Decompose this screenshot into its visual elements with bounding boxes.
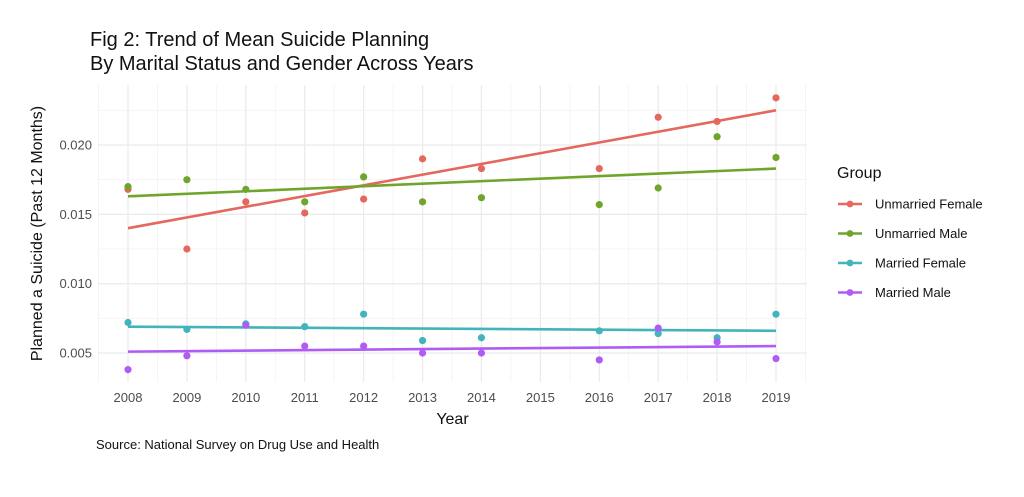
data-point-unmarried-male [595, 201, 603, 209]
trend-line-unmarried-male [127, 167, 777, 198]
data-point-married-female [772, 310, 780, 318]
x-tick-label: 2015 [526, 390, 555, 405]
y-axis-title: Planned a Suicide (Past 12 Months) [29, 106, 46, 361]
legend-label: Unmarried Female [875, 197, 983, 212]
legend-key-point [846, 289, 854, 296]
data-point-unmarried-male [654, 184, 662, 192]
x-tick-label: 2016 [585, 390, 614, 405]
data-point-unmarried-male [477, 194, 486, 202]
data-point-married-male [301, 342, 309, 350]
legend-label: Married Male [875, 285, 951, 300]
data-point-married-male [183, 352, 191, 360]
x-tick-label: 2014 [467, 390, 496, 405]
x-tick-label: 2013 [408, 390, 437, 405]
data-point-unmarried-female [301, 209, 309, 217]
x-axis-ticks: 2008 2009 2010 2011 2012 2013 2014 2015 2016 2017… [114, 390, 791, 405]
data-point-married-female [301, 323, 309, 331]
legend-item-married-male: Married Male [838, 285, 951, 300]
x-tick-label: 2011 [291, 390, 319, 405]
trend-lines [127, 109, 777, 353]
data-point-married-male [477, 349, 486, 357]
x-tick-label: 2012 [349, 390, 378, 405]
x-tick-label: 2009 [172, 390, 201, 405]
x-tick-label: 2019 [762, 390, 791, 405]
data-point-unmarried-male [301, 198, 309, 206]
y-tick-label: 0.020 [59, 138, 92, 153]
data-point-unmarried-male [418, 198, 427, 206]
y-tick-label: 0.015 [59, 207, 92, 222]
data-point-married-male [772, 354, 780, 363]
data-point-unmarried-female [360, 195, 368, 203]
legend-label: Unmarried Male [875, 226, 967, 241]
legend-key-point [846, 230, 854, 237]
data-point-married-female [418, 336, 427, 345]
data-point-unmarried-female [772, 94, 780, 102]
legend-item-unmarried-female: Unmarried Female [838, 197, 983, 212]
y-tick-label: 0.005 [59, 346, 92, 361]
x-tick-label: 2017 [644, 390, 673, 405]
data-point-married-male [360, 342, 368, 350]
data-point-married-male [595, 356, 603, 364]
data-point-unmarried-male [772, 153, 780, 162]
data-point-unmarried-male [360, 173, 368, 181]
data-point-unmarried-male [713, 133, 721, 141]
data-point-unmarried-male [183, 176, 191, 184]
legend-item-married-female: Married Female [838, 256, 966, 271]
legend-key-point [846, 259, 854, 267]
data-point-married-male [242, 321, 250, 329]
data-point-married-female [477, 334, 486, 342]
chart-title-line-1: Fig 2: Trend of Mean Suicide Planning [90, 29, 430, 51]
source-caption: Source: National Survey on Drug Use and … [96, 437, 380, 452]
data-point-married-female [595, 327, 603, 335]
data-point-married-female [654, 329, 662, 338]
data-point-unmarried-female [654, 113, 662, 121]
data-point-married-male [418, 349, 427, 357]
data-point-unmarried-female [183, 245, 191, 253]
chart-title-line-2: By Marital Status and Gender Across Year… [90, 53, 474, 75]
y-tick-label: 0.010 [59, 276, 92, 291]
x-axis-title: Year [436, 411, 469, 428]
grid [98, 85, 807, 382]
data-points [124, 94, 780, 374]
data-point-unmarried-female [477, 164, 486, 173]
data-point-married-female [124, 318, 132, 327]
data-point-unmarried-female [418, 155, 427, 163]
data-point-unmarried-female [242, 198, 250, 206]
data-point-unmarried-female [595, 164, 603, 173]
x-tick-label: 2008 [114, 390, 143, 405]
legend-key-point [846, 200, 854, 208]
x-tick-label: 2018 [703, 390, 732, 405]
y-axis-ticks: 0.005 0.010 0.015 0.020 [59, 138, 92, 361]
legend: Group Unmarried Female Unmarried Male Marr… [837, 165, 983, 300]
data-point-unmarried-male [124, 183, 132, 191]
data-point-unmarried-male [242, 185, 250, 193]
data-point-unmarried-female [713, 117, 721, 126]
x-tick-label: 2010 [231, 390, 260, 405]
data-point-married-male [654, 324, 662, 332]
data-point-married-female [360, 310, 368, 318]
trend-line-married-female [127, 325, 777, 333]
trend-line-married-male [127, 344, 777, 353]
legend-label: Married Female [875, 256, 966, 271]
data-point-married-male [124, 366, 132, 374]
trend-line-unmarried-female [127, 109, 777, 230]
data-point-married-male [713, 338, 721, 346]
legend-title: Group [837, 165, 882, 182]
chart-title: Fig 2: Trend of Mean Suicide Planning By… [90, 28, 474, 76]
data-point-married-female [183, 325, 191, 334]
legend-item-unmarried-male: Unmarried Male [838, 226, 967, 241]
